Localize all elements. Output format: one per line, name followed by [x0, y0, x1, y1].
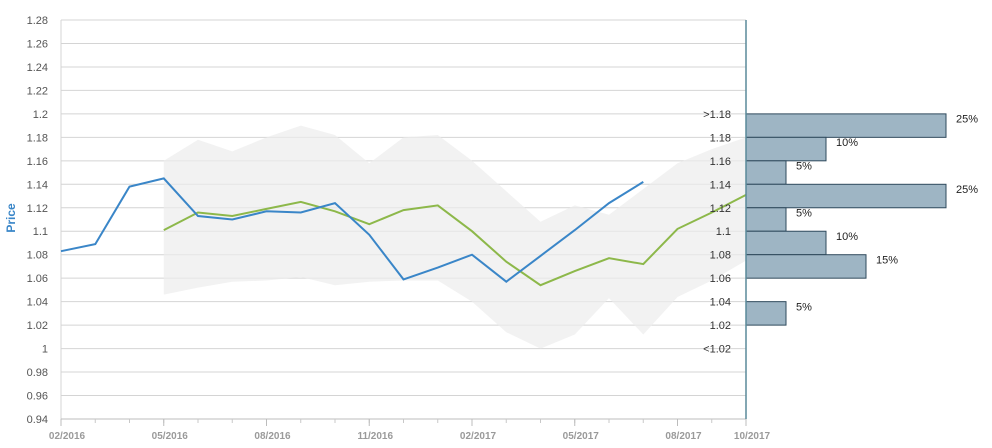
x-tick-label: 10/2017 [734, 431, 771, 442]
y-tick-label: 1.06 [27, 273, 48, 285]
distribution-bucket-label: 1.14 [710, 179, 731, 191]
distribution-percent-label: 15% [876, 254, 898, 266]
y-tick-label: 1.26 [27, 38, 48, 50]
forecast-range-band [163, 125, 747, 349]
y-tick-label: 1.04 [27, 297, 48, 309]
y-tick-label: 1.1 [33, 226, 48, 238]
y-axis-label: Price [4, 203, 18, 233]
price-distribution-bars: >1.18 25% 1.18 10% 1.16 5% 1.14 25% 1.12 5% 1.1 10%… [703, 109, 978, 356]
distribution-bar [745, 113, 947, 138]
y-tick-label: 0.94 [27, 414, 48, 426]
distribution-bucket-label: 1.02 [710, 320, 731, 332]
distribution-bar [745, 254, 867, 279]
x-tick-label: 08/2017 [665, 431, 702, 442]
y-axis-tick-labels: 1.28 1.26 1.24 1.22 1.2 1.18 1.16 1.14 1.12 1.1 1.… [27, 15, 48, 426]
distribution-percent-label: 10% [836, 137, 858, 149]
distribution-percent-label: 25% [956, 184, 978, 196]
x-tick-label: 02/2016 [49, 431, 86, 442]
x-tick-label: 11/2016 [357, 431, 393, 442]
distribution-bar [745, 160, 787, 185]
distribution-bucket-label: 1.04 [710, 297, 731, 309]
y-tick-label: 0.96 [27, 391, 48, 403]
distribution-bar [745, 136, 827, 162]
x-tick-label: 08/2016 [254, 431, 291, 442]
distribution-bucket-label: 1.06 [710, 273, 731, 285]
distribution-bucket-label: >1.18 [703, 109, 731, 121]
y-tick-label: 0.98 [27, 367, 48, 379]
distribution-bucket-label: <1.02 [703, 344, 731, 356]
x-tick-label: 05/2017 [563, 431, 600, 442]
y-tick-label: 1.18 [27, 132, 48, 144]
y-tick-label: 1 [42, 344, 48, 356]
forecast-line [163, 194, 747, 287]
y-tick-label: 1.24 [27, 62, 48, 74]
y-tick-label: 1.16 [27, 156, 48, 168]
distribution-percent-label: 5% [796, 301, 812, 313]
y-tick-label: 1.02 [27, 320, 48, 332]
y-tick-label: 1.12 [27, 203, 48, 215]
distribution-bucket-label: 1.18 [710, 132, 731, 144]
distribution-bar [745, 207, 787, 232]
distribution-percent-label: 5% [796, 208, 812, 220]
y-tick-label: 1.22 [27, 85, 48, 97]
y-tick-label: 1.2 [33, 109, 48, 121]
x-tick-label: 02/2017 [460, 431, 497, 442]
x-tick-label: 05/2016 [152, 431, 189, 442]
distribution-bucket-label: 1.1 [716, 226, 731, 238]
distribution-bar [745, 230, 827, 256]
distribution-bucket-label: 1.12 [710, 203, 731, 215]
y-tick-label: 1.08 [27, 250, 48, 262]
distribution-percent-label: 25% [956, 114, 978, 126]
distribution-percent-label: 10% [836, 231, 858, 243]
distribution-percent-label: 5% [796, 161, 812, 173]
distribution-bucket-label: 1.08 [710, 250, 731, 262]
actual-price-line [60, 177, 644, 283]
y-tick-label: 1.14 [27, 179, 48, 191]
distribution-bucket-label: 1.16 [710, 156, 731, 168]
distribution-bar [745, 301, 787, 326]
distribution-bar [745, 183, 947, 209]
y-tick-label: 1.28 [27, 15, 48, 27]
x-axis-tick-labels: 02/2016 05/2016 08/2016 11/2016 02/2017 05/20… [49, 419, 771, 442]
